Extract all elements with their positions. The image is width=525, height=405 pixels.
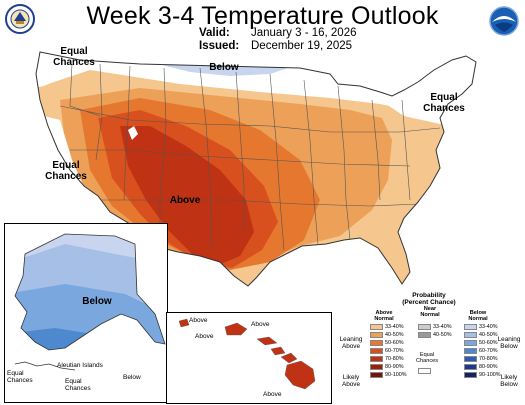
label-alaska-below-small: Below [123, 374, 141, 381]
valid-value: January 3 - 16, 2026 [251, 27, 357, 39]
legend-above-swatch [370, 364, 383, 370]
legend-above-label: 60-70% [385, 348, 404, 354]
legend-below-label: 70-80% [479, 356, 498, 362]
legend-below-swatch [464, 324, 477, 330]
label-nw-equal-chances: Equal Chances [53, 46, 95, 68]
label-sw-above: Above [169, 195, 201, 206]
alaska-map [14, 233, 166, 371]
map-title: Week 3-4 Temperature Outlook [86, 2, 439, 30]
issued-value: December 19, 2025 [251, 40, 353, 52]
legend-below-swatch [464, 348, 477, 354]
legend-below-label: 60-70% [479, 348, 498, 354]
legend-above-label: 80-90% [385, 364, 404, 370]
legend-above-label: 90-100% [385, 372, 407, 378]
legend-above-swatch [370, 324, 383, 330]
legend-equal-label: Equal Chances [415, 352, 439, 364]
noaa-logo-icon [489, 6, 519, 36]
legend-near-swatch [418, 332, 431, 338]
legend-near-label: 40-50% [433, 332, 452, 338]
legend-above-header: Above Normal [374, 310, 394, 322]
issued-label: Issued: [199, 40, 240, 52]
legend-above-label: 33-40% [385, 324, 404, 330]
label-north-below: Below [209, 62, 239, 73]
valid-line: Valid: January 3 - 16, 2026 [199, 27, 357, 39]
legend-likely-above: Likely Above [341, 374, 361, 388]
legend-below-swatch [464, 356, 477, 362]
legend-above-swatch [370, 348, 383, 354]
legend-below-label: 90-100% [479, 372, 501, 378]
legend-title: Probability (Percent Chance) [402, 292, 456, 306]
legend-near-header: Near Normal [420, 306, 440, 318]
issued-line: Issued: December 19, 2025 [199, 40, 352, 52]
label-hawaii-above-2: Above [251, 321, 270, 328]
legend-above-swatch [370, 340, 383, 346]
hawaii-map [178, 318, 316, 390]
alaska-inset: Below Aleutian Islands Equal Chances Equ… [4, 223, 168, 403]
label-alaska-below: Below [82, 296, 112, 307]
commerce-seal-icon [5, 4, 35, 34]
legend-above-swatch [370, 356, 383, 362]
legend-leaning-below: Leaning Below [497, 336, 521, 350]
label-west-equal-chances: Equal Chances [45, 160, 87, 182]
legend-near-label: 33-40% [433, 324, 452, 330]
hawaii-inset: Above Above Above Above [166, 312, 332, 404]
label-hawaii-above-1: Above [189, 317, 208, 324]
label-hawaii-above-4: Above [263, 391, 282, 398]
legend-above-label: 50-60% [385, 340, 404, 346]
legend-below-label: 80-90% [479, 364, 498, 370]
legend-above-label: 70-80% [385, 356, 404, 362]
label-alaska-equal-left: Equal Chances [7, 370, 33, 384]
probability-legend: Probability (Percent Chance) Above Norma… [332, 286, 524, 404]
legend-likely-below: Likely Below [500, 374, 518, 388]
legend-near-swatch [418, 324, 431, 330]
legend-above-swatch [370, 372, 383, 378]
label-alaska-equal-mid: Equal Chances [65, 378, 91, 392]
label-aleutian-islands: Aleutian Islands [57, 362, 103, 369]
label-ne-equal-chances: Equal Chances [423, 92, 465, 114]
legend-below-label: 33-40% [479, 324, 498, 330]
state-boundaries [59, 63, 441, 251]
legend-below-swatch [464, 364, 477, 370]
legend-below-label: 50-60% [479, 340, 498, 346]
legend-below-swatch [464, 340, 477, 346]
legend-below-header: Below Normal [468, 310, 488, 322]
legend-below-label: 40-50% [479, 332, 498, 338]
label-hawaii-above-3: Above [195, 333, 214, 340]
legend-above-swatch [370, 332, 383, 338]
legend-leaning-above: Leaning Above [339, 336, 363, 350]
legend-equal-swatch [418, 368, 431, 374]
legend-below-swatch [464, 332, 477, 338]
valid-label: Valid: [199, 27, 230, 39]
legend-above-label: 40-50% [385, 332, 404, 338]
legend-below-swatch [464, 372, 477, 378]
